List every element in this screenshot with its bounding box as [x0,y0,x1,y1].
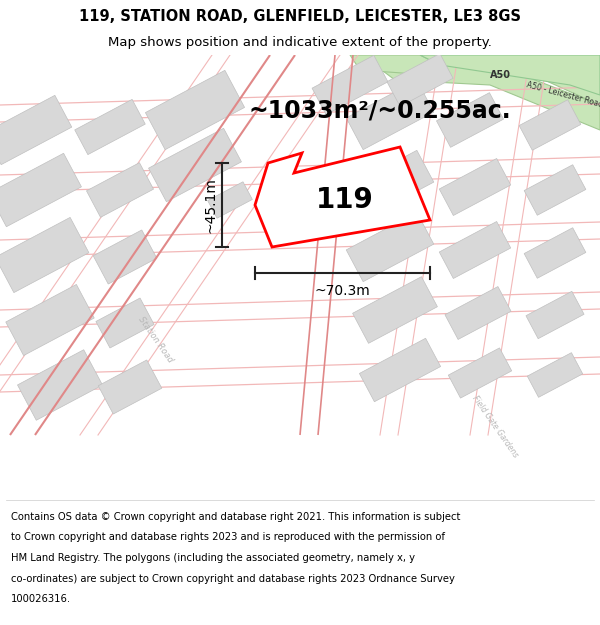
Polygon shape [149,128,241,202]
Polygon shape [98,360,162,414]
Text: Station Road: Station Road [136,316,174,364]
Polygon shape [524,165,586,215]
Polygon shape [526,291,584,339]
Text: co-ordinates) are subject to Crown copyright and database rights 2023 Ordnance S: co-ordinates) are subject to Crown copyr… [11,574,455,584]
Polygon shape [208,182,253,218]
Text: A50 - Leicester Road: A50 - Leicester Road [526,81,600,109]
Polygon shape [353,277,437,343]
Polygon shape [346,213,434,282]
Text: to Crown copyright and database rights 2023 and is reproduced with the permissio: to Crown copyright and database rights 2… [11,532,445,542]
Polygon shape [346,81,434,149]
Polygon shape [448,348,512,398]
Polygon shape [75,99,145,154]
Text: ~1033m²/~0.255ac.: ~1033m²/~0.255ac. [248,98,511,122]
Text: Map shows position and indicative extent of the property.: Map shows position and indicative extent… [108,36,492,49]
Text: Field Gate Gardens: Field Gate Gardens [470,394,520,459]
Polygon shape [527,352,583,398]
Text: Contains OS data © Crown copyright and database right 2021. This information is : Contains OS data © Crown copyright and d… [11,512,460,522]
Polygon shape [145,71,245,149]
Polygon shape [96,298,154,348]
Polygon shape [359,338,440,402]
Polygon shape [519,100,581,150]
Polygon shape [375,55,600,130]
Polygon shape [86,162,154,217]
Polygon shape [6,284,94,356]
Polygon shape [93,230,157,284]
Polygon shape [490,55,600,105]
Polygon shape [439,221,511,279]
Text: ~70.3m: ~70.3m [314,284,370,298]
Text: Stat. Road: Stat. Road [301,177,317,222]
Polygon shape [420,55,600,95]
Polygon shape [350,55,440,75]
Polygon shape [255,147,430,247]
Polygon shape [445,286,511,339]
Polygon shape [17,350,103,420]
Text: HM Land Registry. The polygons (including the associated geometry, namely x, y: HM Land Registry. The polygons (includin… [11,553,415,563]
Text: 100026316.: 100026316. [11,594,71,604]
Text: ~45.1m: ~45.1m [203,177,217,233]
Text: 119: 119 [316,186,374,214]
Polygon shape [439,159,511,216]
Polygon shape [0,96,72,164]
Text: A50: A50 [490,70,511,80]
Polygon shape [387,54,453,106]
Polygon shape [0,153,82,227]
Polygon shape [346,151,434,219]
Polygon shape [436,92,503,148]
Polygon shape [524,228,586,278]
Polygon shape [312,56,388,114]
Polygon shape [0,217,89,292]
Text: 119, STATION ROAD, GLENFIELD, LEICESTER, LE3 8GS: 119, STATION ROAD, GLENFIELD, LEICESTER,… [79,9,521,24]
